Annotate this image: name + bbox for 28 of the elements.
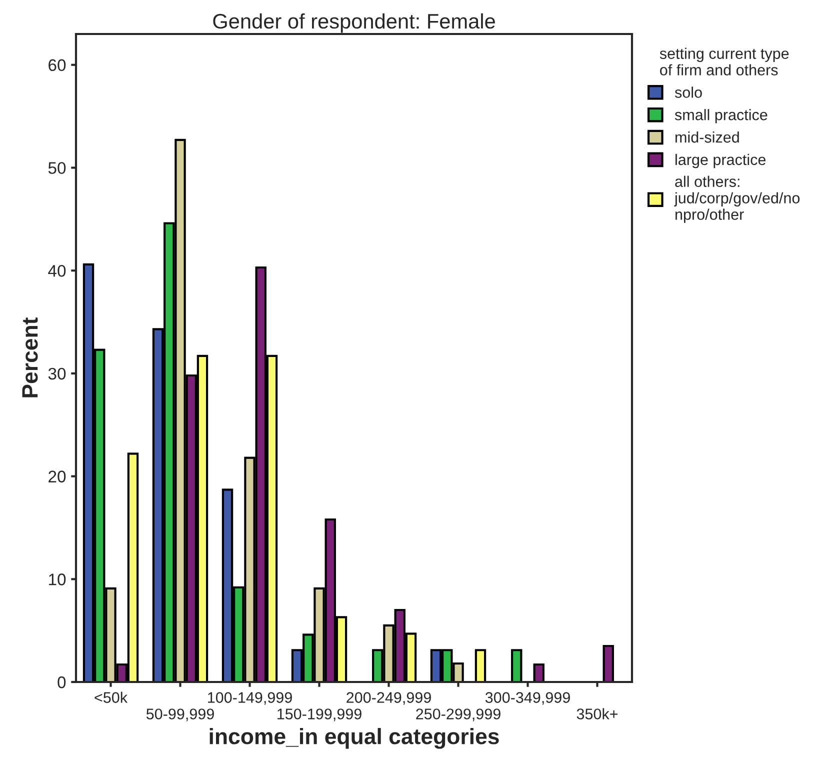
chart-title: Gender of respondent: Female	[213, 13, 495, 33]
bar	[602, 644, 614, 682]
x-axis-title: income_in equal categories	[210, 728, 499, 749]
x-tick-label: 150-199,999	[278, 708, 362, 722]
bar	[511, 649, 522, 682]
y-tick-label: 0	[58, 676, 66, 688]
x-tick-label: 200-249,999	[346, 692, 431, 705]
legend-label: mid-sized	[676, 131, 739, 143]
x-tick-label: 250-299,999	[416, 708, 500, 722]
x-tick-label: 300-349,999	[485, 692, 570, 705]
y-tick-label: 60	[48, 59, 66, 72]
y-tick-label: 50	[48, 162, 66, 174]
y-tick-label: 10	[49, 574, 66, 586]
y-tick-label: 20	[48, 470, 66, 482]
x-tick-label: <50k	[94, 692, 128, 703]
bar	[474, 649, 486, 682]
y-tick-label: 40	[48, 264, 66, 277]
y-axis-title: Percent	[22, 318, 38, 398]
x-tick-label: 50-99,999	[146, 708, 214, 722]
legend-label: small practice	[674, 109, 768, 124]
x-tick-label: 100-149,999	[208, 692, 292, 705]
y-tick-label: 30	[48, 368, 66, 380]
legend-label: large practice	[676, 154, 766, 168]
x-tick-label: 350k+	[576, 708, 618, 720]
legend-label: solo	[674, 86, 702, 98]
legend-label: all others: jud/corp/gov/ed/nonpro/other	[674, 176, 800, 223]
legend-title: setting current type of firm and others	[660, 48, 789, 76]
bar	[533, 663, 544, 682]
